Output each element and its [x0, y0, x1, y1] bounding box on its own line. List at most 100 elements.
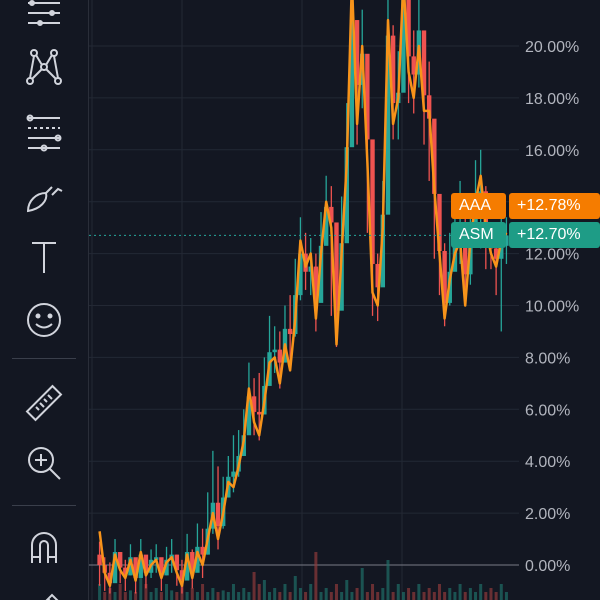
candle-body	[200, 546, 205, 555]
pattern-tool-button[interactable]	[14, 42, 74, 92]
volume-bar	[371, 584, 375, 600]
candle-body	[138, 554, 143, 578]
volume-bar	[458, 584, 462, 600]
volume-bar	[242, 588, 246, 600]
volume-bar	[463, 592, 467, 600]
candle-body	[329, 206, 334, 223]
y-tick-label: 2.00%	[525, 506, 570, 523]
candle-body	[251, 396, 257, 412]
price-chart[interactable]: 0.00%2.00%4.00%6.00%8.00%10.00%12.00%14.…	[89, 0, 600, 600]
pencil-tool-button[interactable]	[14, 578, 74, 600]
trendline-tool-button[interactable]	[14, 0, 74, 40]
ruler-tool-button[interactable]	[14, 378, 74, 428]
volume-bar	[185, 592, 189, 600]
volume-bar	[139, 576, 143, 600]
volume-bar	[257, 584, 261, 600]
toolbar-divider	[12, 358, 76, 359]
volume-bar	[504, 592, 508, 600]
candle-body	[215, 502, 221, 527]
magnet-mode-button[interactable]	[14, 522, 74, 572]
pencil-icon	[45, 593, 59, 600]
volume-bar	[437, 584, 441, 600]
candle-body	[411, 56, 416, 75]
candle-body	[390, 35, 396, 104]
brush-tools-icon	[26, 186, 63, 213]
zoom-in-button[interactable]	[14, 438, 74, 488]
volume-bar	[108, 588, 112, 600]
volume-bar	[443, 592, 447, 600]
y-tick-label: 6.00%	[525, 402, 570, 419]
candle-body	[159, 557, 164, 576]
volume-bar	[309, 584, 313, 600]
volume-bar	[268, 592, 272, 600]
candle-body	[493, 248, 499, 259]
volume-bar	[190, 588, 194, 600]
volume-bar	[314, 552, 318, 600]
candle-body	[354, 20, 360, 85]
brush-tool-button[interactable]	[14, 170, 74, 220]
toolbar-divider	[12, 505, 76, 506]
candle-body	[174, 554, 180, 571]
volume-bar	[448, 588, 452, 600]
candle-body	[97, 554, 102, 565]
volume-bar	[118, 584, 122, 600]
candle-body	[401, 0, 406, 93]
volume-bar	[298, 588, 302, 600]
candle-body	[313, 266, 319, 303]
candle-body	[442, 251, 447, 303]
y-tick-label: 8.00%	[525, 350, 570, 367]
series-name-tag[interactable]: ASM	[451, 222, 506, 248]
volume-bar	[273, 588, 277, 600]
volume-bar	[175, 592, 179, 600]
volume-bar	[350, 592, 354, 600]
candle-body	[246, 396, 252, 436]
candle-body	[133, 557, 138, 578]
volume-bar	[422, 592, 426, 600]
volume-bar	[288, 592, 292, 600]
candle-body	[344, 147, 349, 244]
candle-body	[385, 35, 391, 215]
volume-bar	[252, 572, 256, 600]
volume-bar	[103, 592, 107, 600]
text-tool-icon	[32, 242, 56, 273]
candle-body	[339, 243, 344, 311]
candle-body	[272, 349, 277, 353]
candle-body	[179, 570, 185, 581]
volume-bar	[293, 576, 297, 600]
candle-body	[406, 0, 411, 57]
volume-bar	[417, 584, 421, 600]
volume-bar	[113, 592, 117, 600]
series-name-tag[interactable]: AAA	[451, 193, 506, 219]
fibonacci-tool-button[interactable]	[14, 107, 74, 157]
candle-body	[190, 552, 195, 573]
volume-bar	[427, 588, 431, 600]
emoji-icon	[27, 303, 61, 337]
pattern-tools-icon	[26, 49, 62, 85]
volume-bar	[149, 592, 153, 600]
volume-bar	[345, 580, 349, 600]
volume-bar	[365, 592, 369, 600]
volume-bar	[159, 592, 163, 600]
candle-body	[107, 572, 113, 584]
candle-body	[426, 95, 432, 119]
emoji-tool-button[interactable]	[14, 295, 74, 345]
candle-body	[349, 20, 355, 148]
volume-bar	[376, 592, 380, 600]
candle-body	[143, 554, 149, 573]
candle-body	[334, 222, 339, 311]
candle-body	[318, 245, 324, 303]
candle-body	[112, 552, 118, 584]
text-tool-button[interactable]	[14, 232, 74, 282]
y-tick-label: 20.00%	[525, 39, 579, 56]
candle-body	[499, 245, 504, 259]
volume-bar	[360, 568, 364, 600]
drawing-toolbar	[0, 0, 89, 600]
ruler-icon	[25, 384, 63, 422]
volume-bar	[262, 580, 266, 600]
y-tick-label: 22.00%	[525, 0, 579, 4]
volume-bar	[134, 592, 138, 600]
volume-bar	[407, 588, 411, 600]
chart-pane[interactable]: 0.00%2.00%4.00%6.00%8.00%10.00%12.00%14.…	[89, 0, 600, 600]
candle-body	[123, 567, 128, 576]
candle-body	[184, 552, 190, 581]
